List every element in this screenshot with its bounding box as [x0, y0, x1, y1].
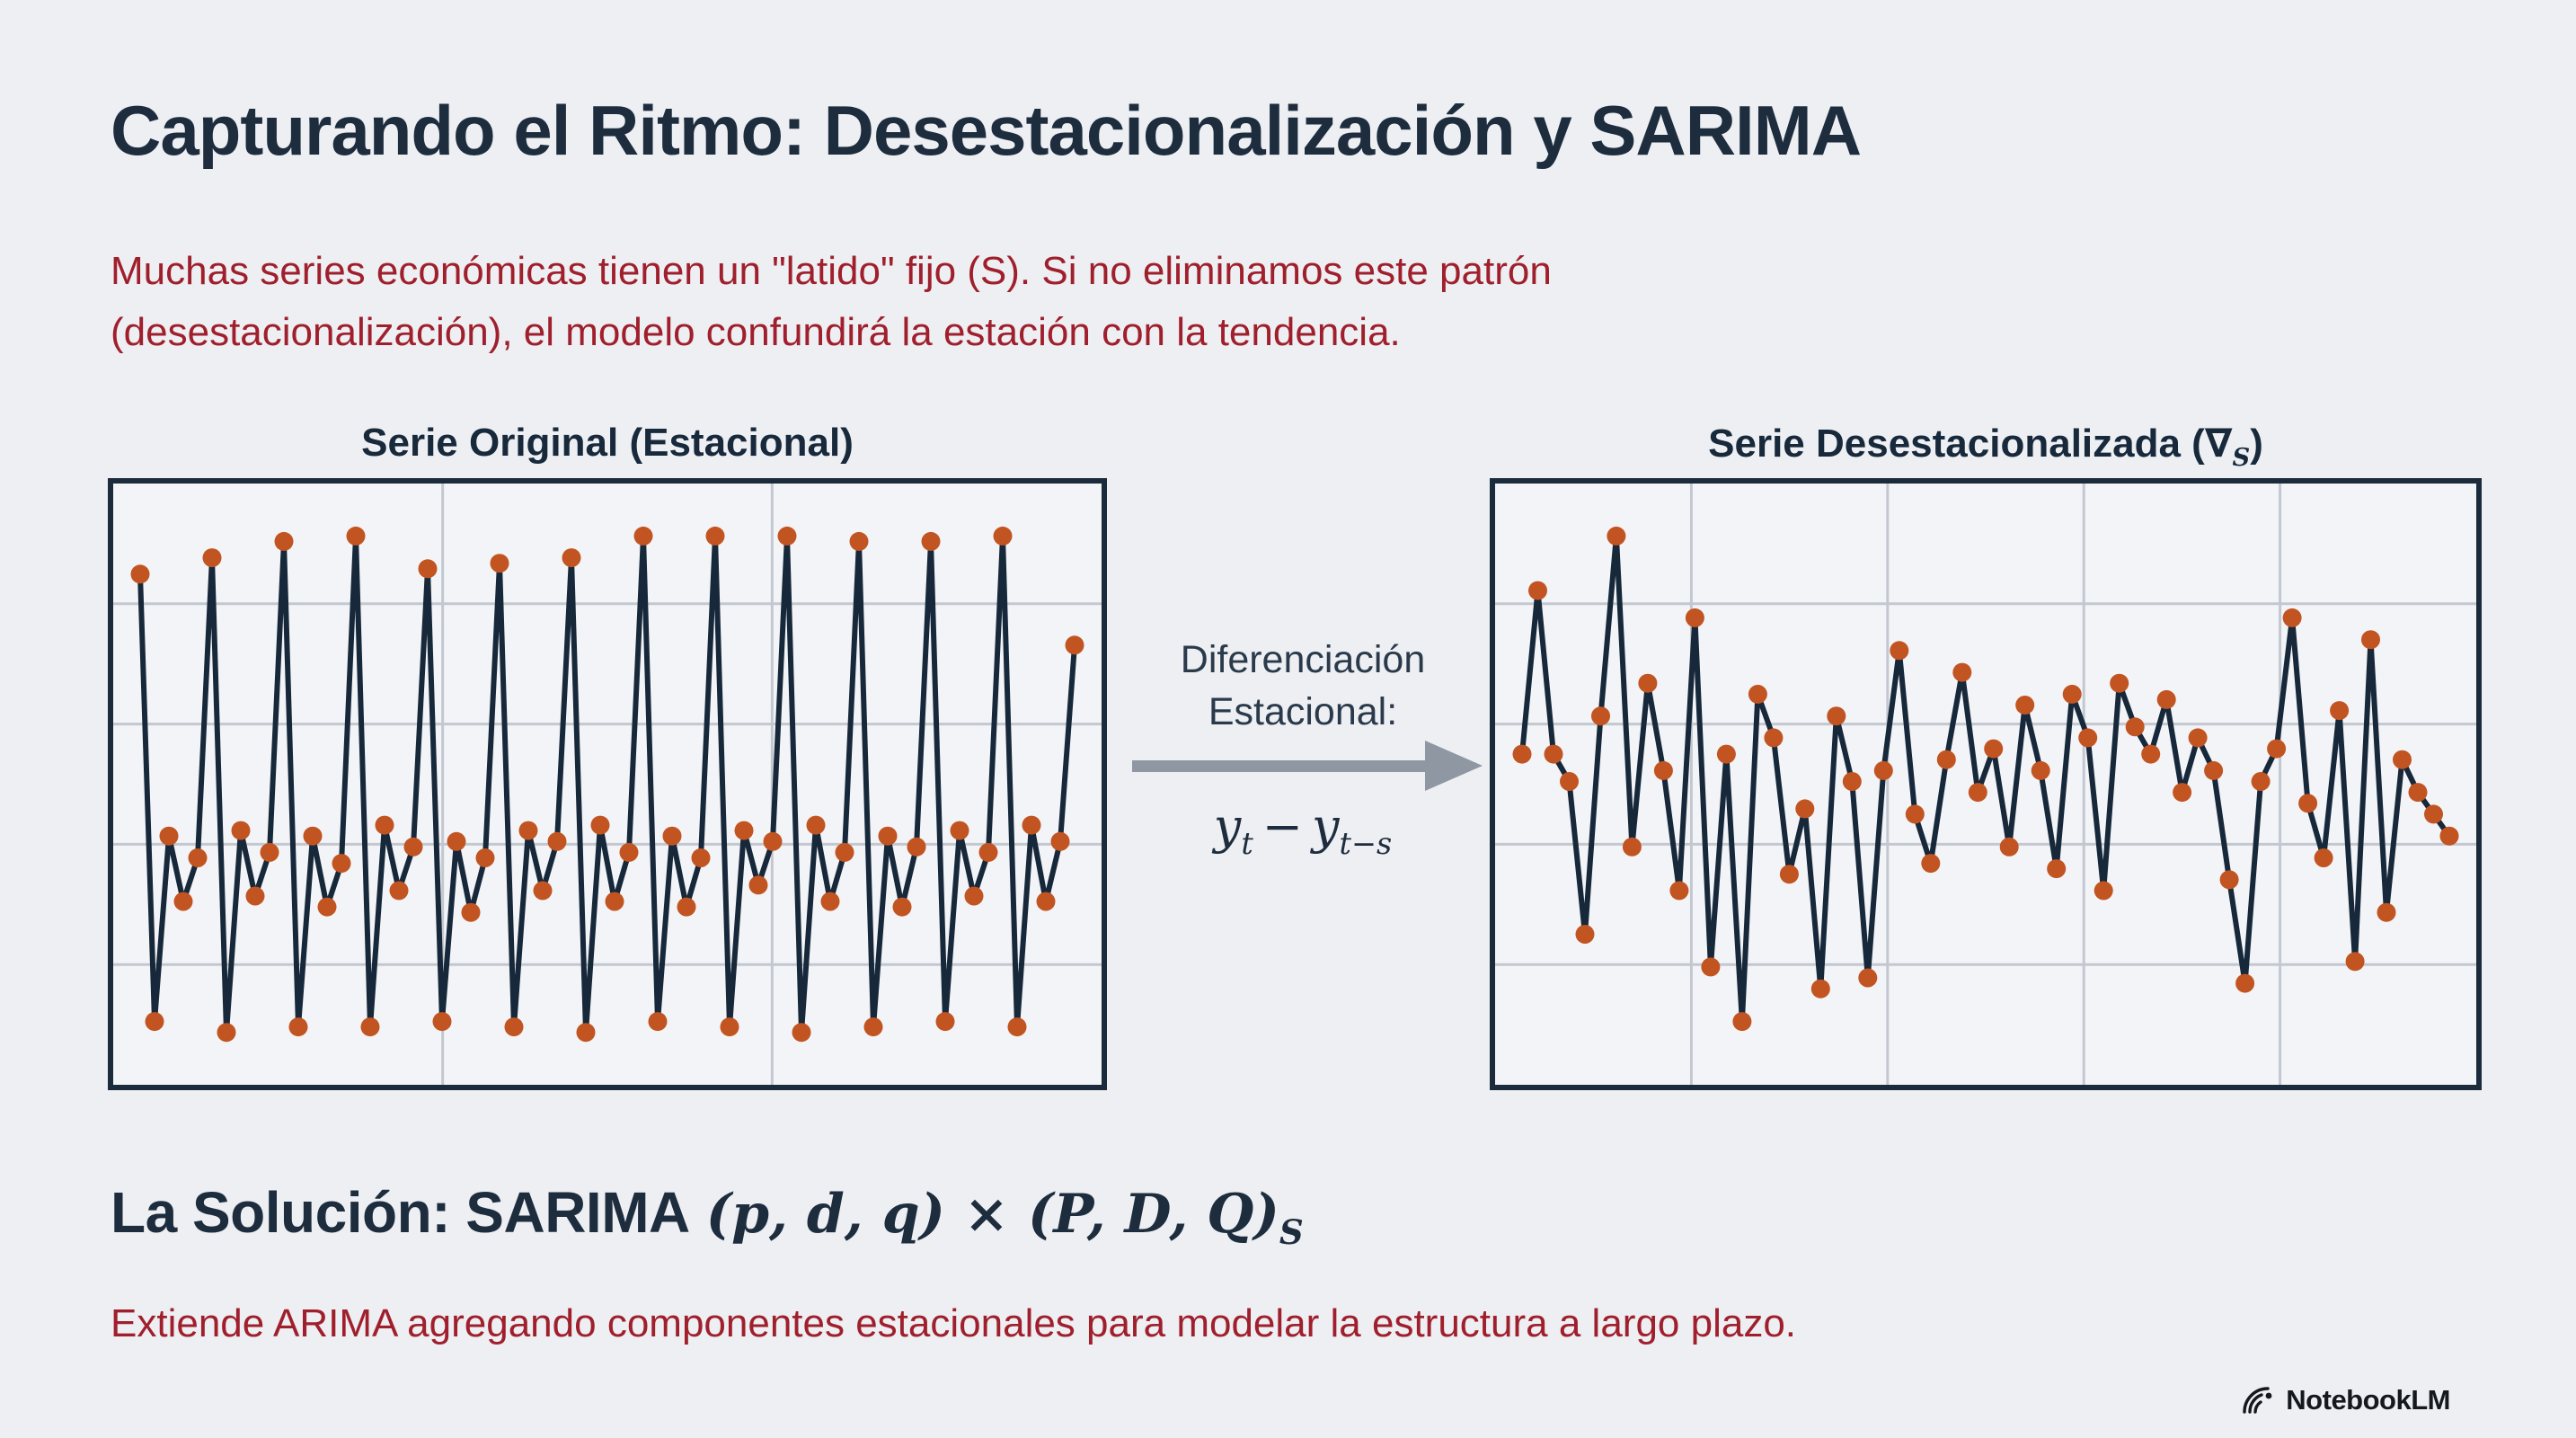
- original-series-plot: [113, 484, 1102, 1085]
- solution-heading-text: La Solución: SARIMA: [111, 1180, 690, 1245]
- footer-brand: NotebookLM: [2241, 1384, 2450, 1416]
- seasonal-difference-formula: yt − yt−s: [1213, 798, 1393, 861]
- deseasonalized-series-chart: [1490, 478, 2482, 1090]
- transform-label-line-2: Estacional:: [1208, 690, 1398, 734]
- footer-brand-label: NotebookLM: [2286, 1384, 2450, 1416]
- nabla-symbol: ∇: [2204, 421, 2233, 466]
- intro-text: Muchas series económicas tienen un "lati…: [111, 241, 1552, 363]
- original-series-chart-title: Serie Original (Estacional): [361, 421, 854, 465]
- transform-label-line-1: Diferenciación: [1180, 638, 1426, 681]
- sarima-order-formula: (p, d, q) × (P, D, Q)S: [705, 1183, 1304, 1252]
- original-series-chart: [108, 478, 1107, 1090]
- intro-line-1: Muchas series económicas tienen un "lati…: [111, 249, 1552, 293]
- deseasonalized-series-chart-title: Serie Desestacionalizada (∇S): [1708, 421, 2263, 472]
- deseasonalized-series-plot: [1495, 484, 2476, 1085]
- intro-line-2: (desestacionalización), el modelo confun…: [111, 310, 1401, 355]
- notebooklm-logo-icon: [2243, 1387, 2272, 1414]
- right-arrow-icon: [1132, 741, 1483, 791]
- solution-note: Extiende ARIMA agregando componentes est…: [111, 1301, 1797, 1345]
- transform-label: Diferenciación Estacional:: [1114, 634, 1492, 738]
- solution-heading: La Solución: SARIMA (p, d, q) × (P, D, Q)…: [111, 1179, 1304, 1252]
- nabla-subscript: S: [2232, 442, 2251, 472]
- page-title: Capturando el Ritmo: Desestacionalizació…: [111, 91, 1862, 170]
